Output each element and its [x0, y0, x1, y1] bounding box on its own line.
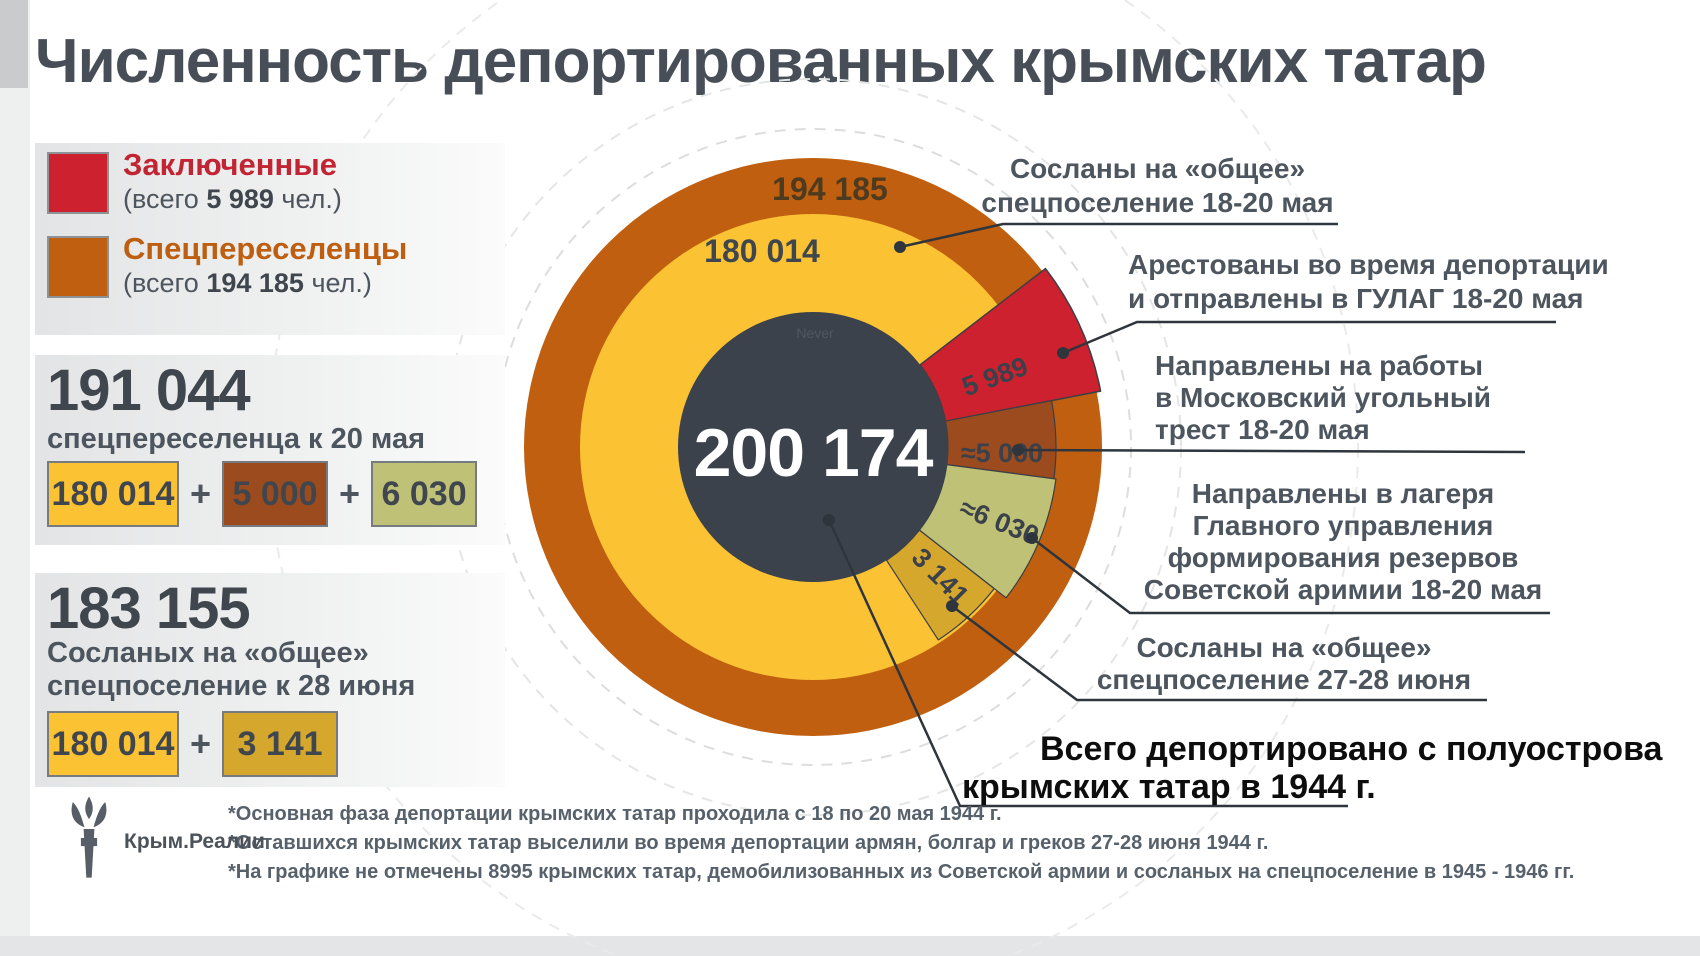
leader-line-annotation-5 — [951, 605, 1487, 702]
legend-total-prefix: (всего — [123, 268, 207, 298]
outer-ring-label: 194 185 — [772, 171, 888, 207]
legend-panel: Заключенные (всего 5 989 чел.) Спецперес… — [35, 143, 505, 335]
annotation-line: в Московский угольный — [1155, 382, 1491, 413]
page-title: Численность депортированных крымских тат… — [35, 27, 1487, 96]
stat-value-183155: 183 155 — [47, 576, 251, 641]
corner-block — [0, 0, 28, 88]
left-edge-strip — [0, 0, 30, 956]
legend-total-value: 5 989 — [206, 184, 274, 214]
watermark-never: Never — [796, 325, 834, 341]
stat-caption-28-june-line1: Сосланых на «общее» — [47, 637, 369, 669]
annotation-moscow-coal: Направлены на работы в Московский угольн… — [1155, 350, 1545, 446]
dashed-circle-decoration — [494, 128, 1132, 766]
leader-dot — [1012, 444, 1024, 456]
bottom-band — [0, 936, 1700, 956]
krym-realii-logo: Крым.Реалии — [62, 792, 282, 888]
total-callout-line1: Всего депортировано с полуострова — [1040, 730, 1663, 768]
center-circle — [678, 312, 948, 582]
annotation-line: Сосланы на «общее» — [1136, 632, 1432, 663]
annotation-obshchee-18-20: Сосланы на «общее» спецпоселение 18-20 м… — [965, 152, 1350, 220]
footnote-3: *На графике не отмечены 8995 крымских та… — [228, 861, 1575, 883]
annotation-line: Главного управления — [1192, 510, 1494, 541]
total-callout-line2: крымских татар в 1944 г. — [962, 768, 1376, 806]
annotation-line: спецпоселение 27-28 июня — [1096, 664, 1472, 695]
dashed-circle-decoration — [444, 78, 1182, 816]
annotation-line: Направлены в лагеря — [1191, 478, 1495, 509]
plus-sign: + — [190, 473, 212, 514]
legend-total-suffix: чел.) — [303, 268, 372, 298]
annotation-line: формирования резервов — [1167, 542, 1519, 573]
annotation-obshchee-27-28: Сосланы на «общее» спецпоселение 27-28 и… — [1078, 632, 1490, 696]
annotation-line: и отправлены в ГУЛАГ 18-20 мая — [1128, 283, 1584, 314]
annotation-line: Советской аримии 18-20 мая — [1143, 574, 1543, 605]
leader-line-annotation-3 — [1017, 448, 1526, 454]
sum-box-3141: 3 141 — [222, 711, 339, 777]
legend-total-value: 194 185 — [206, 268, 304, 298]
annotation-line: Сосланы на «общее» — [1009, 153, 1306, 184]
plus-sign: + — [339, 473, 361, 514]
sum-box-180014: 180 014 — [47, 711, 179, 777]
legend-label-specpereselency: Спецпереселенцы — [123, 231, 408, 266]
sum-box-5000: 5 000 — [222, 461, 329, 527]
annotation-line: спецпоселение 18-20 мая — [981, 187, 1334, 218]
stat-panel-28-june: 183 155 Сосланых на «общее» спецпоселени… — [35, 573, 505, 787]
plus-sign: + — [190, 723, 212, 764]
sector-label-5000: ≈5 000 — [961, 438, 1043, 468]
legend-total-suffix: чел.) — [273, 184, 342, 214]
leader-dot — [894, 241, 906, 253]
annotation-line: Арестованы во время депортации — [1128, 249, 1609, 280]
legend-total-prisoners: (всего 5 989 чел.) — [123, 184, 342, 215]
legend-swatch-specpereselency — [47, 236, 109, 298]
leader-line-annotation-4 — [1031, 537, 1550, 615]
sum-box-180014: 180 014 — [47, 461, 179, 527]
dashed-circle-decoration — [267, 0, 1359, 956]
leader-line-total-callout — [827, 519, 1348, 808]
annotation-line: Направлены на работы — [1155, 350, 1484, 381]
footnote-1: *Основная фаза депортации крымских татар… — [228, 803, 1002, 825]
footnote-2: *Оставшихся крымских татар выселили во в… — [228, 832, 1269, 854]
leader-lines — [827, 222, 1556, 808]
leader-line-annotation-2 — [1062, 320, 1556, 355]
stat-sum-row: 180 014 + 5 000 + 6 030 — [47, 461, 478, 527]
leader-dot — [1026, 532, 1038, 544]
stat-panel-20-may: 191 044 спецпереселенца к 20 мая 180 014… — [35, 355, 505, 545]
sum-box-6030: 6 030 — [371, 461, 478, 527]
annotation-reserve-camps: Направлены в лагеря Главного управления … — [1128, 478, 1558, 606]
legend-total-specpereselency: (всего 194 185 чел.) — [123, 268, 372, 299]
legend-label-prisoners: Заключенные — [123, 147, 337, 182]
stat-sum-row: 180 014 + 3 141 — [47, 711, 339, 777]
stat-value-191044: 191 044 — [47, 358, 251, 423]
legend-swatch-prisoners — [47, 152, 109, 214]
annotation-line: трест 18-20 мая — [1155, 414, 1370, 445]
leader-line-annotation-1 — [899, 222, 1338, 249]
leader-dot — [823, 514, 835, 526]
legend-total-prefix: (всего — [123, 184, 207, 214]
center-total-label: 200 174 — [694, 415, 934, 491]
stat-caption-28-june-line2: спецпоселение к 28 июня — [47, 670, 416, 702]
inner-ring-label: 180 014 — [704, 233, 820, 269]
stat-caption-20-may: спецпереселенца к 20 мая — [47, 423, 426, 455]
torch-icon — [71, 796, 107, 878]
leader-dots — [823, 241, 1069, 612]
annotation-gulag: Арестованы во время депортации и отправл… — [1128, 248, 1609, 316]
logo-text: Крым.Реалии — [124, 830, 265, 853]
leader-dot — [1057, 347, 1069, 359]
leader-dot — [946, 600, 958, 612]
footnotes: *Основная фаза депортации крымских татар… — [228, 800, 1574, 887]
